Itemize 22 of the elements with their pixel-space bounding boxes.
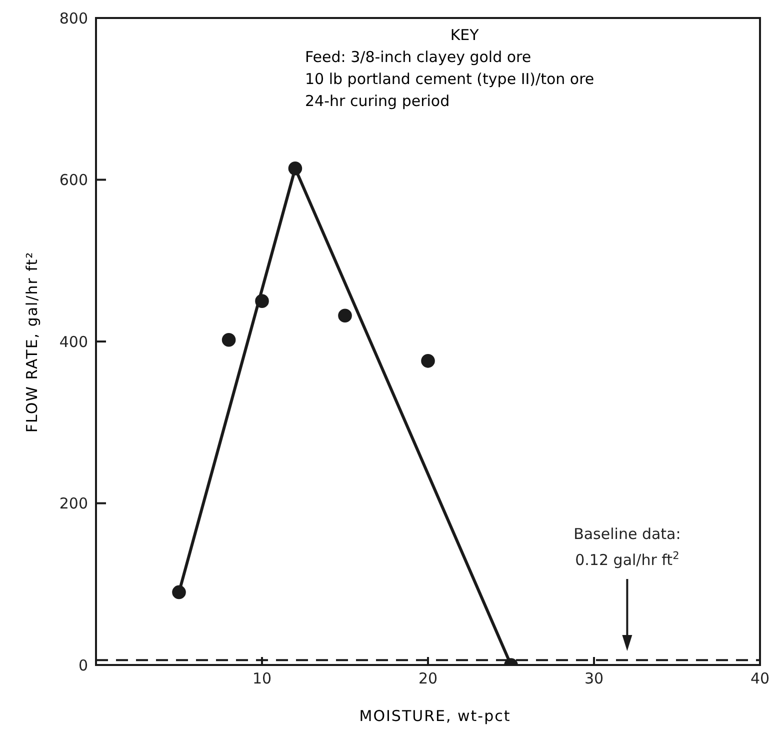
annotation: Feed: 3/8-inch clayey gold ore — [305, 47, 532, 68]
point — [288, 162, 302, 176]
annotation: 24-hr curing period — [305, 91, 451, 112]
x-tick-label: 20 — [418, 670, 438, 688]
x-tick-label: 10 — [252, 670, 272, 688]
annotation: 10 lb portland cement (type II)/ton ore — [305, 69, 594, 90]
annotation: KEY — [449, 25, 480, 46]
y-tick-label: 200 — [59, 494, 88, 513]
point — [255, 294, 269, 308]
y-tick-label: 400 — [59, 332, 88, 351]
point — [338, 308, 352, 323]
y-tick-label: 800 — [59, 9, 88, 28]
point — [222, 332, 236, 347]
x-tick-label: 40 — [750, 670, 770, 688]
annotation: Baseline data: 0.12 gal/hr ft$^{2}$ — [574, 525, 681, 569]
point — [421, 354, 435, 368]
y-tick-label: 0 — [78, 656, 88, 674]
y-tick-label: 600 — [59, 171, 88, 190]
x-tick-label: 30 — [584, 670, 604, 688]
y-axis-title: FLOW RATE, gal/hr ft² — [23, 250, 41, 432]
point — [172, 585, 186, 600]
x-axis-title: MOISTURE, wt-pct — [358, 707, 512, 725]
